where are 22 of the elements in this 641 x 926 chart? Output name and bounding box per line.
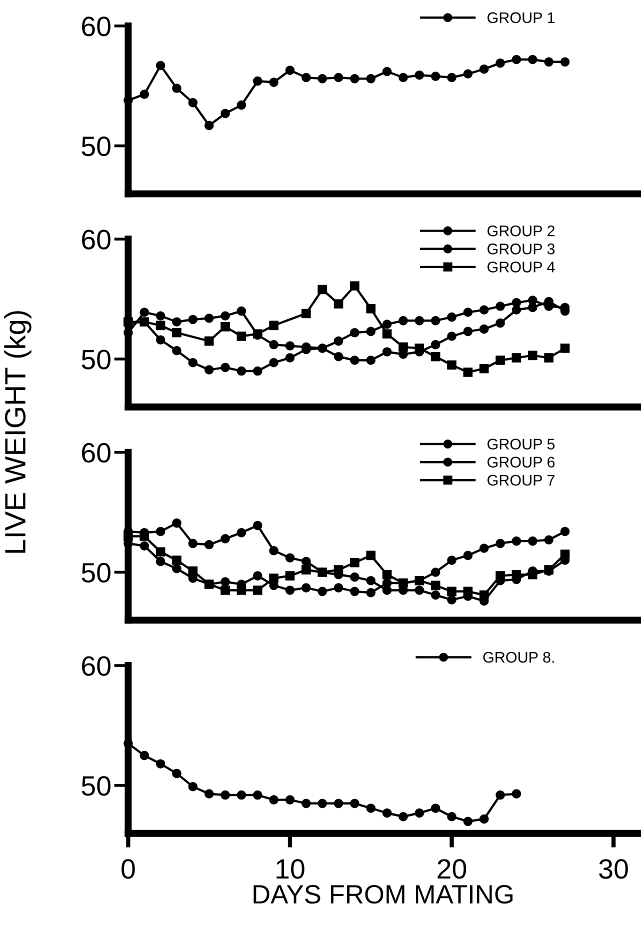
y-tick-label: 60 [82, 442, 110, 463]
legend-label: GROUP 4 [488, 262, 555, 272]
x-axis-title: DAYS FROM MATING [254, 884, 512, 904]
y-tick-label: 50 [82, 136, 110, 156]
legend-label: GROUP 6 [488, 456, 555, 468]
y-tick-label: 60 [82, 230, 110, 250]
y-axis-title: LIVE WEIGHT (kg) [4, 311, 32, 553]
y-tick-label: 50 [82, 350, 110, 370]
legend-label: GROUP 7 [488, 474, 554, 486]
legend-label: GROUP 3 [488, 244, 555, 254]
x-tick-label: 10 [276, 859, 304, 879]
legend-label: GROUP 1 [488, 12, 554, 24]
legend-label: GROUP 2 [488, 225, 554, 236]
x-tick-label: 0 [122, 859, 135, 879]
legend-label: GROUP 8. [483, 652, 554, 663]
legend-label: GROUP 5 [488, 438, 555, 450]
y-tick-label: 50 [82, 776, 110, 796]
y-tick-label: 60 [82, 16, 110, 36]
x-tick-label: 30 [599, 859, 628, 879]
y-tick-label: 60 [82, 656, 110, 676]
x-tick-label: 20 [438, 859, 466, 879]
y-tick-label: 50 [82, 562, 110, 583]
